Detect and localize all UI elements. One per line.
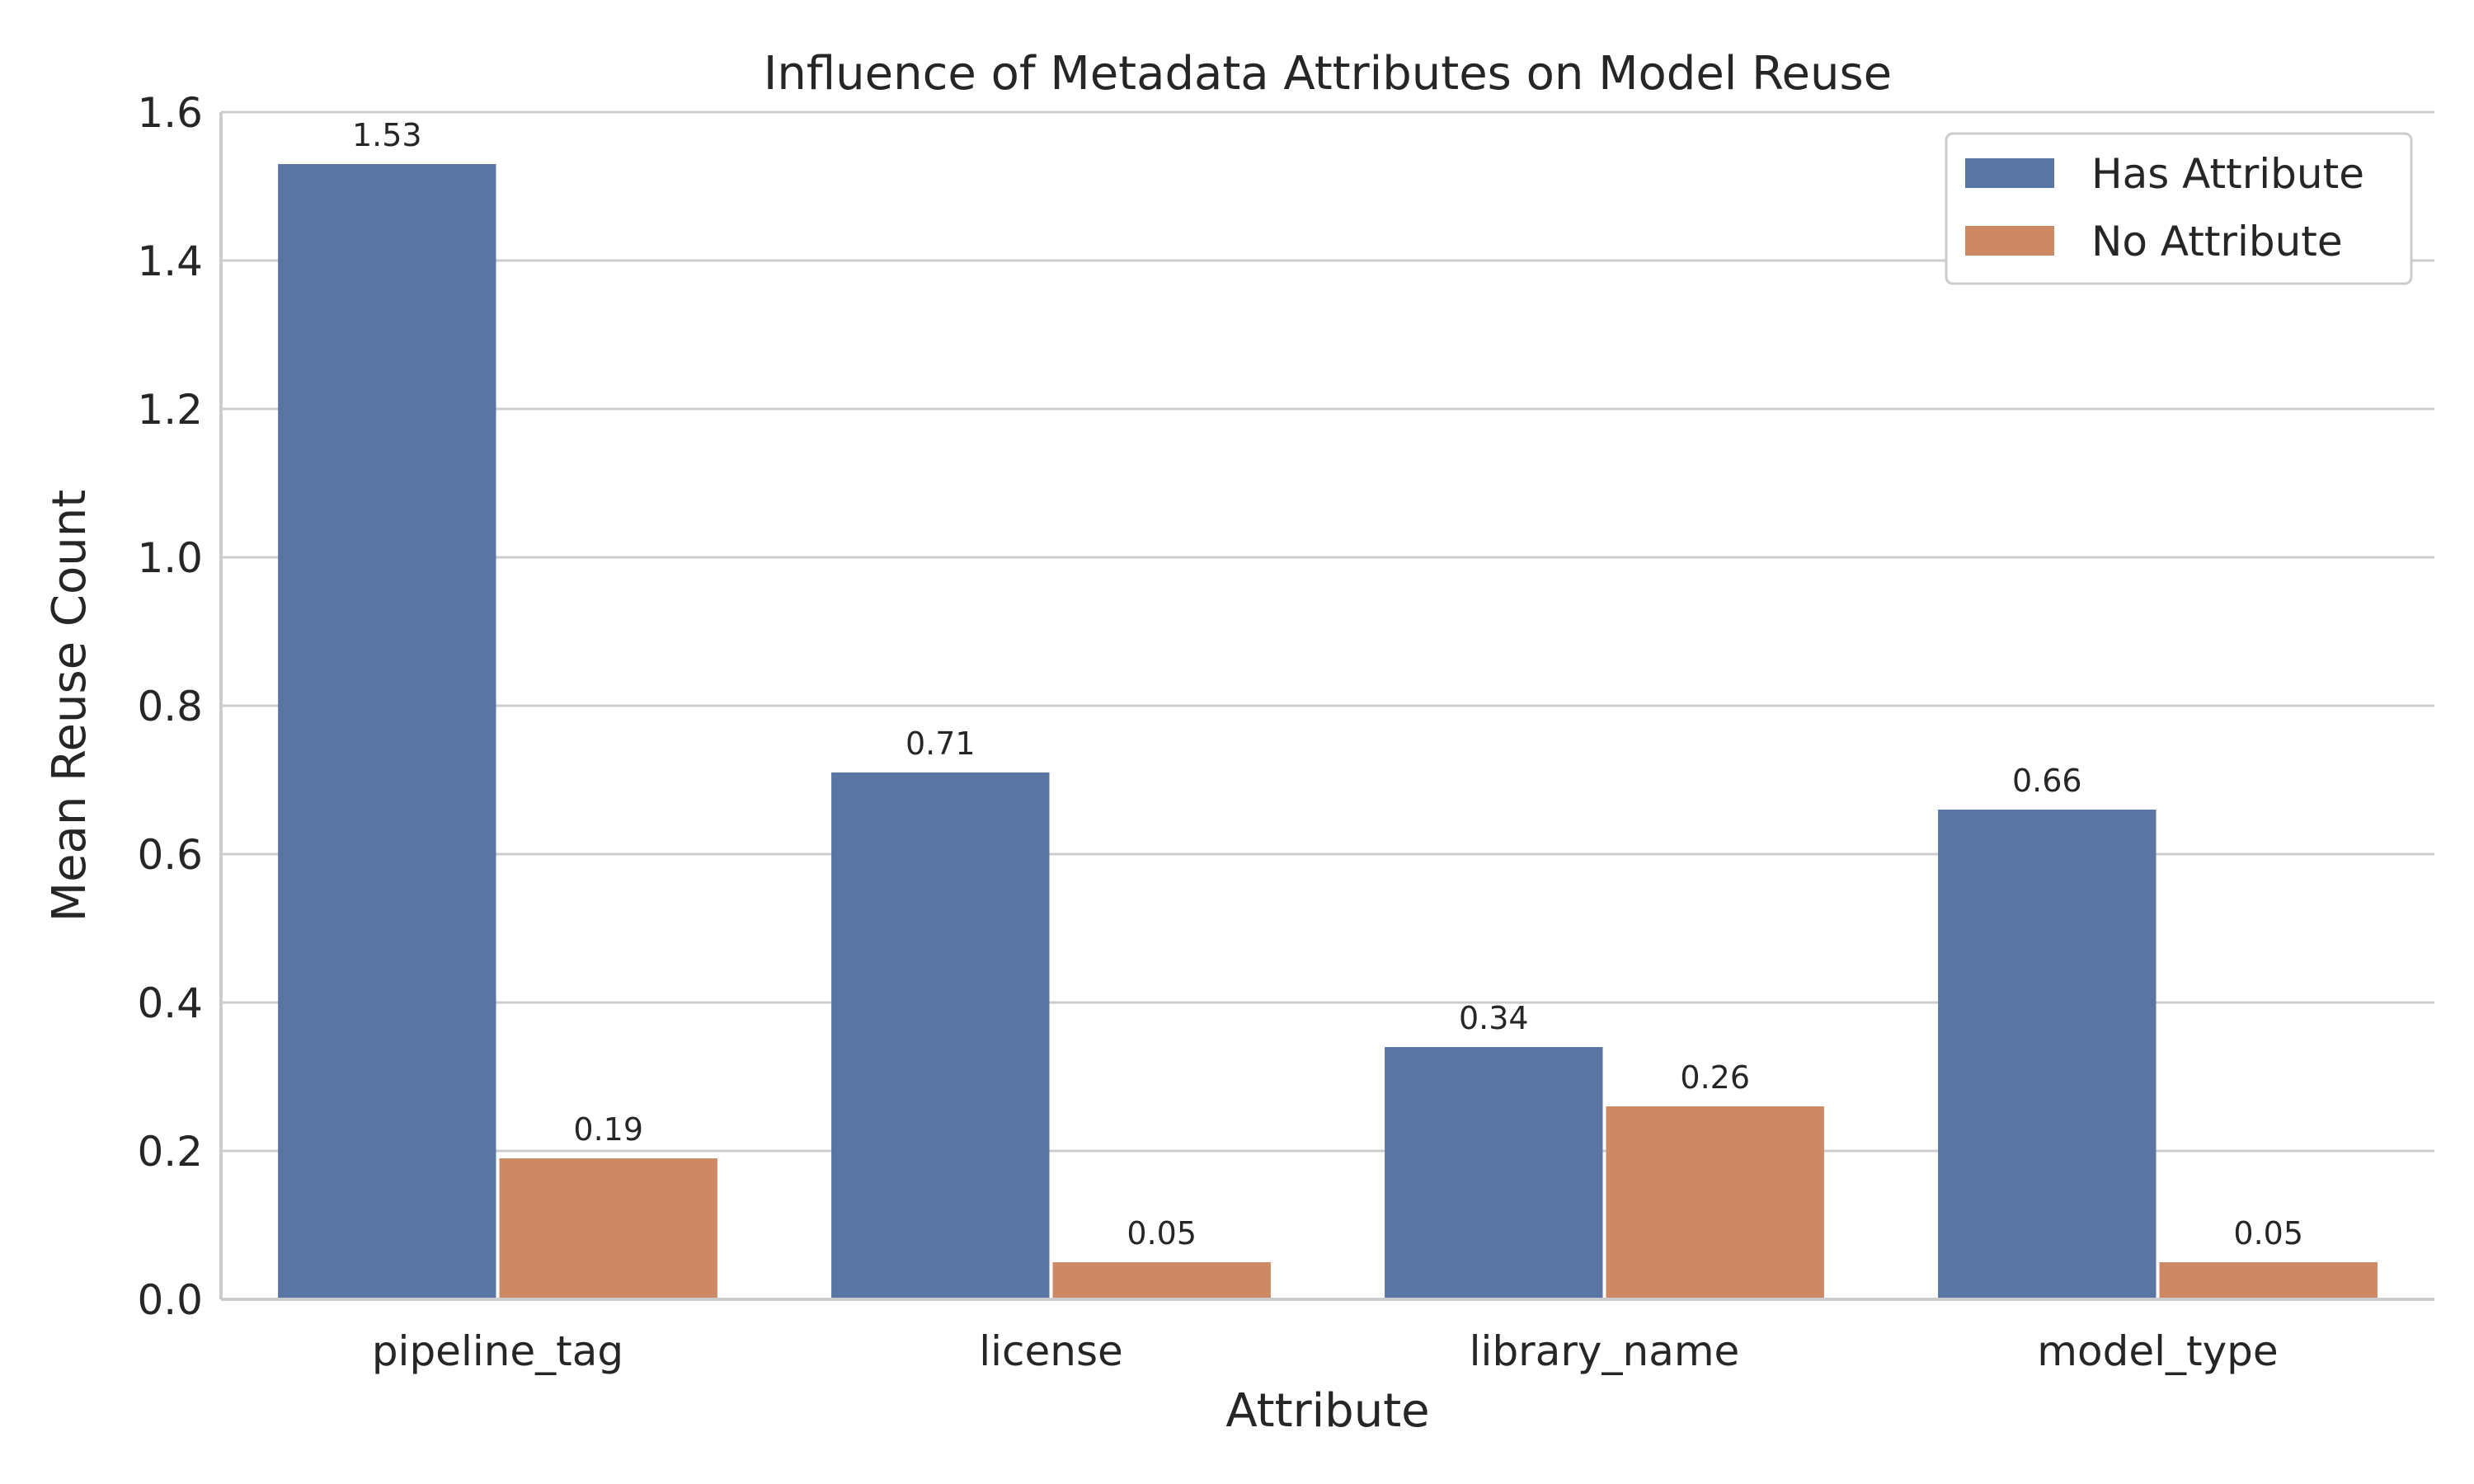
gridlines xyxy=(221,110,2434,1153)
bar-value-labels: 1.53 0.19 0.71 0.05 0.34 0.26 0.66 0.05 xyxy=(352,117,2303,1252)
legend: Has Attribute No Attribute xyxy=(1945,132,2413,285)
bar-pipeline_tag-has-attribute xyxy=(278,164,496,1299)
x-axis-ticks: pipeline_tag license library_name model_typ… xyxy=(372,1327,2279,1375)
x-tick-label-library_name: library_name xyxy=(1470,1327,1740,1375)
y-tick-label: 0.8 xyxy=(137,683,203,730)
bar-license-no-attribute xyxy=(1052,1262,1271,1299)
x-tick-label-model_type: model_type xyxy=(2037,1327,2278,1375)
bar-value-label: 0.05 xyxy=(2233,1215,2303,1252)
y-axis-ticks: 0.0 0.2 0.4 0.6 0.8 1.0 1.2 1.4 1.6 xyxy=(137,89,203,1324)
bar-library_name-no-attribute xyxy=(1606,1106,1824,1299)
y-tick-label: 0.2 xyxy=(137,1128,203,1176)
bar-value-label: 1.53 xyxy=(352,117,422,153)
x-tick-label-license: license xyxy=(979,1327,1123,1375)
y-tick-label: 1.4 xyxy=(137,237,203,285)
bar-value-label: 0.34 xyxy=(1459,1000,1529,1036)
bars xyxy=(278,164,2378,1299)
x-tick-label-pipeline_tag: pipeline_tag xyxy=(372,1327,623,1375)
bar-value-label: 0.19 xyxy=(573,1111,643,1148)
bar-value-label: 0.71 xyxy=(905,726,976,762)
y-tick-label: 1.0 xyxy=(137,534,203,582)
chart-title: Influence of Metadata Attributes on Mode… xyxy=(764,47,1892,101)
legend-label-has-attribute: Has Attribute xyxy=(2091,150,2364,198)
bar-model_type-no-attribute xyxy=(2159,1262,2378,1299)
x-axis-label: Attribute xyxy=(1225,1384,1429,1438)
bar-value-label: 0.26 xyxy=(1680,1059,1750,1096)
y-tick-label: 0.4 xyxy=(137,979,203,1027)
y-axis-label: Mean Reuse Count xyxy=(43,490,96,922)
bar-library_name-has-attribute xyxy=(1385,1047,1603,1299)
y-tick-label: 1.2 xyxy=(137,386,203,434)
y-tick-label: 1.6 xyxy=(137,89,203,137)
legend-label-no-attribute: No Attribute xyxy=(2091,218,2343,265)
legend-swatch-no-attribute xyxy=(1965,226,2054,256)
legend-frame xyxy=(1945,132,2413,285)
legend-swatch-has-attribute xyxy=(1965,158,2054,188)
bar-model_type-has-attribute xyxy=(1938,810,2157,1299)
y-tick-label: 0.6 xyxy=(137,831,203,879)
bar-license-has-attribute xyxy=(831,773,1050,1299)
y-tick-label: 0.0 xyxy=(137,1276,203,1324)
bar-value-label: 0.05 xyxy=(1126,1215,1197,1252)
bar-value-label: 0.66 xyxy=(2012,763,2082,799)
bar-pipeline_tag-no-attribute xyxy=(499,1158,717,1299)
